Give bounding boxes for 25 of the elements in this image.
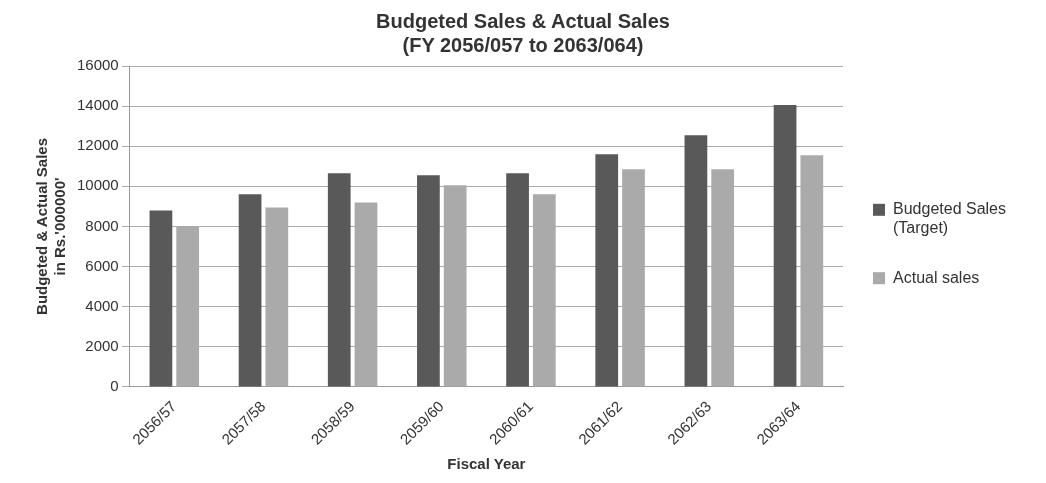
y-tick-label: 12000	[76, 136, 119, 154]
x-axis-title: Fiscal Year	[447, 455, 526, 473]
text: Budgeted Sales & Actual Sales	[376, 9, 670, 32]
bar	[506, 173, 529, 387]
y-tick-label: 16000	[76, 56, 119, 74]
text: in Rs.'000000'	[51, 177, 69, 276]
y-tick-label: 6000	[85, 256, 119, 274]
text: Budgeted Sales	[893, 200, 1007, 218]
bar	[417, 175, 440, 387]
y-tick-label: 4000	[85, 296, 119, 314]
y-tick-label: 14000	[76, 96, 119, 114]
bar	[327, 173, 351, 387]
bar	[773, 105, 797, 387]
bar	[595, 154, 619, 387]
text: Budgeted & Actual Sales	[33, 137, 51, 315]
y-tick-label: 8000	[85, 216, 119, 234]
bar	[684, 135, 708, 387]
y-tick-label: 2000	[85, 336, 119, 354]
y-tick-label: 0	[110, 377, 119, 395]
y-tick-label: 10000	[76, 176, 119, 194]
text: (Target)	[893, 219, 949, 237]
text: (FY 2056/057 to 2063/064)	[402, 33, 644, 56]
legend-label: Actual sales	[893, 268, 980, 286]
bar	[149, 210, 173, 387]
bar	[238, 194, 262, 387]
